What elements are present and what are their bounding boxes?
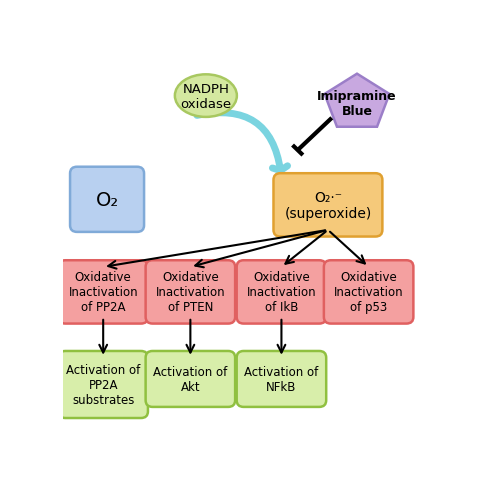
FancyBboxPatch shape: [58, 351, 148, 418]
Ellipse shape: [175, 75, 237, 118]
FancyBboxPatch shape: [146, 261, 235, 324]
FancyBboxPatch shape: [58, 261, 148, 324]
Text: Activation of
Akt: Activation of Akt: [153, 365, 228, 393]
Text: O₂·⁻
(superoxide): O₂·⁻ (superoxide): [284, 191, 372, 220]
FancyBboxPatch shape: [274, 174, 382, 237]
Text: Imipramine
Blue: Imipramine Blue: [317, 90, 397, 118]
Text: Oxidative
Inactivation
of PP2A: Oxidative Inactivation of PP2A: [68, 271, 138, 314]
Text: Activation of
PP2A
substrates: Activation of PP2A substrates: [66, 363, 140, 406]
FancyBboxPatch shape: [324, 261, 414, 324]
Text: Oxidative
Inactivation
of PTEN: Oxidative Inactivation of PTEN: [156, 271, 225, 314]
Text: NADPH
oxidase: NADPH oxidase: [180, 83, 232, 110]
Text: Oxidative
Inactivation
of p53: Oxidative Inactivation of p53: [334, 271, 404, 314]
Text: O₂: O₂: [96, 191, 118, 209]
Polygon shape: [324, 74, 390, 128]
FancyBboxPatch shape: [146, 351, 235, 407]
FancyBboxPatch shape: [236, 261, 326, 324]
Text: Oxidative
Inactivation
of IkB: Oxidative Inactivation of IkB: [246, 271, 316, 314]
FancyBboxPatch shape: [236, 351, 326, 407]
FancyArrowPatch shape: [197, 113, 288, 171]
FancyBboxPatch shape: [70, 168, 144, 232]
Text: Activation of
NFkB: Activation of NFkB: [244, 365, 318, 393]
